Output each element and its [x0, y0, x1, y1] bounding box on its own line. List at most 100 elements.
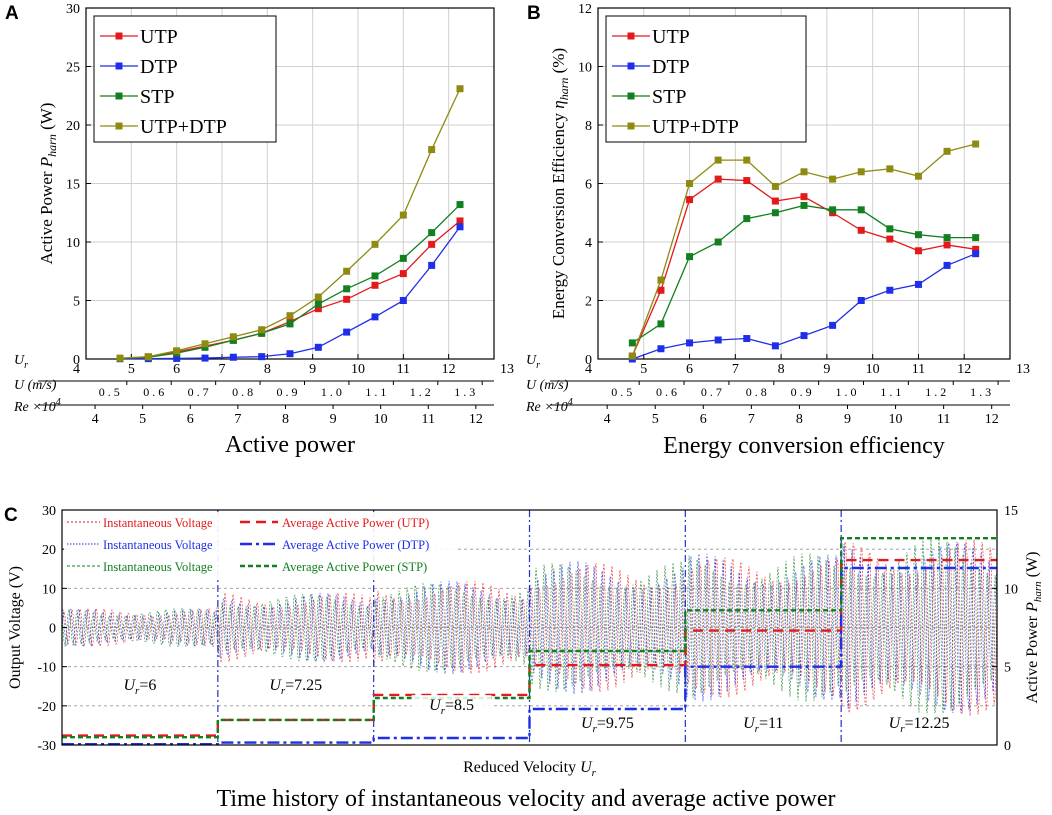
data-point-stp: [657, 320, 665, 328]
legend-marker-stp: [115, 92, 123, 100]
x-tick-label: 5: [640, 362, 647, 377]
segment-label: Ur=11: [743, 715, 783, 735]
x-tick-label: 8: [778, 362, 785, 377]
y-left-tick-label: 0: [49, 622, 56, 637]
data-point-utp: [686, 196, 694, 204]
u-tick-label: 0.5: [611, 385, 635, 399]
y-tick-label: 30: [66, 2, 80, 17]
u-tick-label: 0.9: [791, 385, 815, 399]
re-tick-label: 10: [889, 412, 903, 427]
data-point-dtp: [800, 332, 808, 340]
u-tick-label: 1.1: [365, 385, 389, 399]
panel-label-c: C: [4, 505, 18, 526]
re-tick-label: 6: [187, 412, 194, 427]
data-point-dtp: [343, 328, 351, 336]
re-axis-label: Re ×104: [525, 397, 573, 415]
data-point-utp-dtp: [286, 312, 294, 320]
re-tick-label: 8: [282, 412, 289, 427]
u-tick-label: 0.7: [188, 385, 212, 399]
data-point-utp: [314, 305, 322, 313]
data-point-dtp: [829, 321, 837, 329]
segment-label-bg: [567, 713, 648, 734]
legend-box: [605, 15, 807, 143]
legend-label-stp: STP: [652, 86, 686, 108]
series-line-stp: [631, 204, 976, 344]
u-tick-label: 0.7: [701, 385, 725, 399]
data-point-utp: [399, 270, 407, 278]
data-point-utp: [714, 175, 722, 183]
data-point-utp-dtp: [686, 180, 694, 187]
u-tick-label: 0.6: [656, 385, 680, 399]
u-tick-label: 1.1: [880, 385, 904, 399]
data-point-utp-dtp: [428, 146, 436, 154]
ur-axis-label: Ur: [526, 353, 540, 371]
legend-label-utp-dtp: UTP+DTP: [140, 116, 227, 138]
ur-axis-label: Ur: [14, 353, 28, 371]
x-tick-label: 7: [732, 362, 739, 377]
data-point-dtp: [258, 353, 266, 361]
chart-caption: Time history of instantaneous velocity a…: [217, 786, 836, 812]
legend-voltage-label-dtp: Instantaneous Voltage: [103, 538, 213, 552]
data-point-utp-dtp: [657, 276, 665, 284]
data-point-stp: [229, 336, 237, 344]
series-line-stp: [119, 204, 461, 360]
y-axis-label: Energy Conversion Efficiency ηharn (%): [549, 48, 571, 319]
data-point-utp-dtp: [857, 168, 865, 176]
chart-b-energy-efficiency: 0 2 4 6 8 10 12 4 5 6 7 8 9 10 11 12 13 0.5 0.6 0.7 0.8 0.9 1.…: [525, 2, 1030, 459]
data-point-utp: [914, 247, 922, 255]
data-point-stp: [201, 343, 209, 351]
data-point-utp: [343, 295, 351, 303]
data-point-stp: [686, 253, 694, 261]
data-point-dtp: [456, 223, 464, 231]
data-point-dtp: [857, 297, 865, 304]
legend-label-utp: UTP: [652, 26, 690, 48]
x-tick-label: 12: [957, 362, 971, 377]
data-point-dtp: [714, 336, 722, 344]
data-point-stp: [399, 254, 407, 262]
re-axis-label: Re ×104: [13, 397, 61, 415]
legend-marker-utp-dtp: [627, 122, 635, 130]
chart-a-active-power: 0 5 10 15 20 25 30 4 5 6 7 8 9 10 11 12 13 0.5 0.6 0.7 0.8 0.…: [13, 2, 514, 458]
u-tick-label: 1.2: [925, 385, 949, 399]
y-right-tick-label: 10: [1004, 582, 1018, 597]
data-point-utp: [886, 235, 894, 243]
segment-label: Ur=7.25: [269, 677, 322, 697]
data-point-utp-dtp: [116, 354, 124, 362]
data-point-utp: [800, 193, 808, 201]
data-point-utp: [456, 217, 464, 225]
re-tick-label: 5: [139, 412, 146, 427]
data-point-utp: [943, 241, 951, 249]
data-point-stp: [943, 234, 951, 242]
y-tick-label: 0: [73, 353, 80, 368]
legend-voltage-label-utp: Instantaneous Voltage: [103, 516, 213, 530]
data-point-stp: [428, 229, 436, 237]
data-point-stp: [456, 201, 464, 209]
y-right-tick-label: 5: [1004, 661, 1011, 676]
series-line-dtp: [119, 226, 461, 360]
data-point-dtp: [943, 261, 951, 269]
segment-label: Ur=6: [123, 677, 156, 697]
y-tick-label: 8: [585, 119, 592, 134]
u-tick-label: 1.3: [454, 385, 478, 399]
y-axis-label: Active Power Pharn (W): [37, 103, 59, 265]
x-tick-label: 5: [128, 362, 135, 377]
legend-label-dtp: DTP: [652, 56, 690, 78]
u-tick-label: 0.5: [99, 385, 123, 399]
legend-voltage-label-stp: Instantaneous Voltage: [103, 560, 213, 574]
y-right-axis-label: Active Power Pharn (W): [1024, 552, 1044, 704]
data-point-dtp: [657, 345, 665, 353]
u-tick-label: 0.6: [143, 385, 167, 399]
data-point-utp-dtp: [258, 326, 266, 334]
data-point-utp: [657, 286, 665, 294]
data-point-dtp: [771, 342, 779, 350]
segment-label-bg: [723, 713, 804, 734]
data-point-stp: [628, 339, 636, 347]
data-point-stp: [314, 300, 322, 308]
data-point-stp: [829, 206, 837, 214]
data-point-stp: [258, 329, 266, 337]
data-point-utp-dtp: [886, 165, 894, 173]
data-point-utp: [857, 226, 865, 234]
x-tick-label: 11: [912, 362, 925, 377]
chart-caption: Active power: [225, 432, 355, 458]
data-point-utp-dtp: [743, 156, 751, 164]
